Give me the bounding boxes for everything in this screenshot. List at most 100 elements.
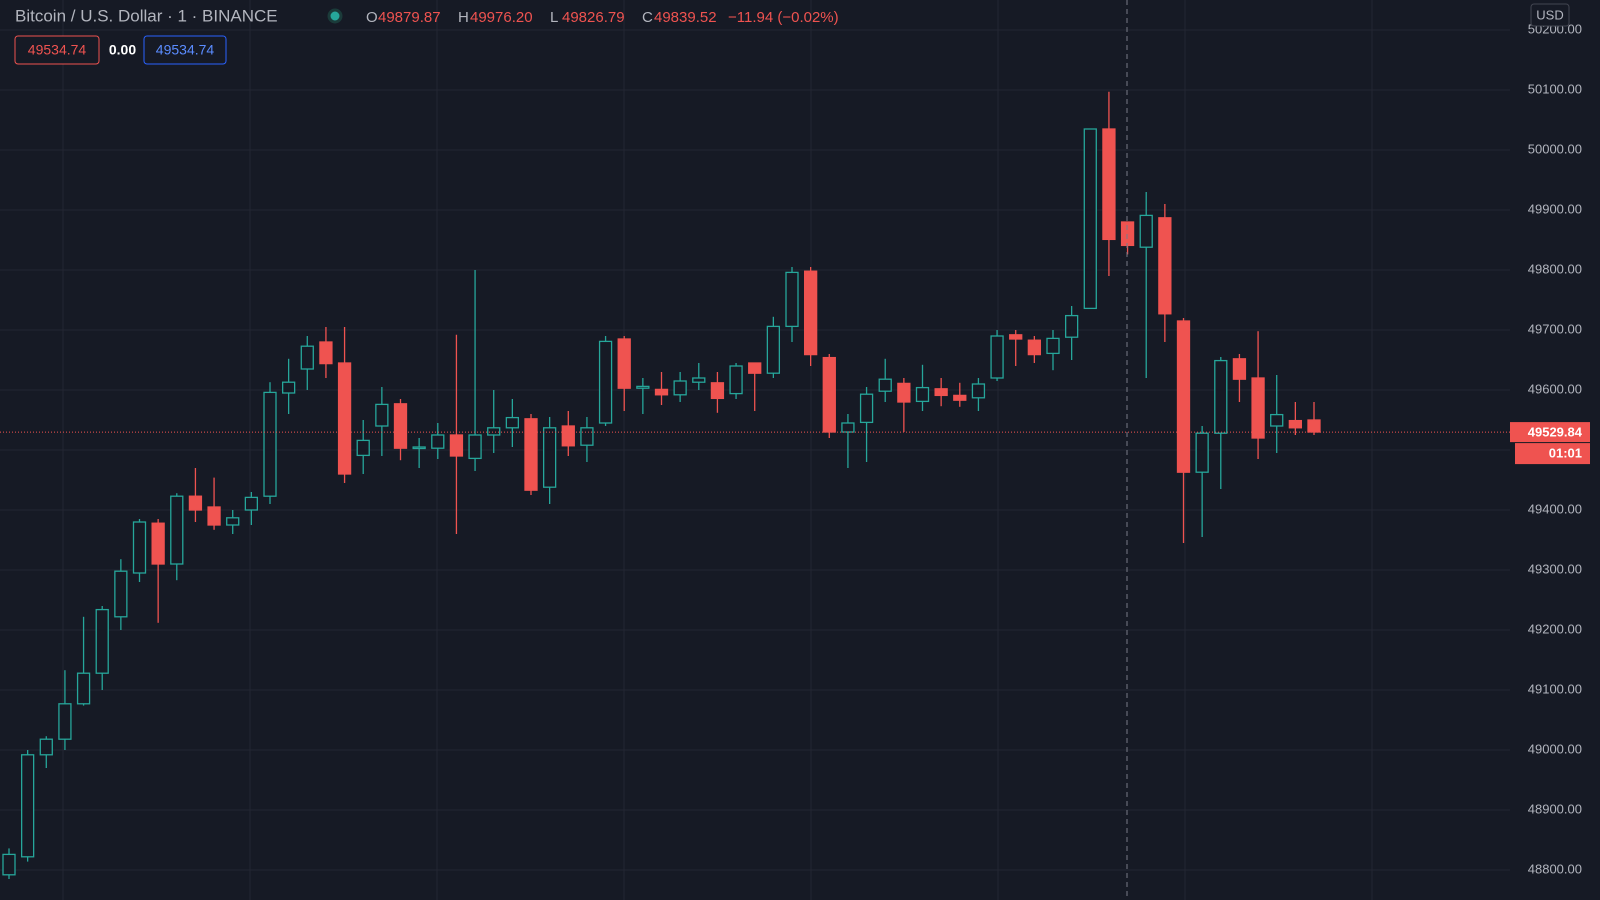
candle-body <box>487 427 501 436</box>
candle-body <box>1251 377 1265 439</box>
countdown-label: 01:01 <box>1549 446 1582 461</box>
candle-body <box>524 418 538 491</box>
candle-body <box>1064 314 1079 338</box>
candle-body <box>337 362 352 475</box>
candle-body <box>542 427 557 488</box>
input-value[interactable]: 49534.74 <box>28 42 87 58</box>
ohlc-key: H <box>458 9 469 26</box>
candle-body <box>1102 128 1116 241</box>
countdown-bg <box>1515 443 1590 465</box>
input-box <box>143 35 227 65</box>
candle-body <box>1176 320 1191 473</box>
candle-body <box>841 422 855 433</box>
candle-body <box>375 403 389 427</box>
y-tick-label: 49000.00 <box>1528 741 1582 756</box>
candle-body <box>953 394 967 401</box>
candle-body <box>748 362 762 374</box>
ohlc-key: O <box>366 9 378 26</box>
candle-body <box>1307 419 1321 433</box>
candle-body <box>188 495 203 511</box>
candle-body <box>673 380 687 396</box>
candle-body <box>692 377 706 383</box>
candle-body <box>710 382 725 400</box>
candle-body <box>431 434 445 449</box>
grid <box>0 0 1510 900</box>
candle-body <box>468 434 482 460</box>
ohlc-value: 49826.79 <box>562 9 625 26</box>
candles <box>0 0 1510 900</box>
candle-body <box>803 270 818 356</box>
candle-body <box>897 382 911 403</box>
candle-body <box>300 345 314 370</box>
candle-body <box>505 416 520 429</box>
candle-body <box>1027 339 1042 356</box>
candle-body <box>1046 337 1060 355</box>
candle-body <box>1214 359 1228 434</box>
candle-body <box>393 403 408 449</box>
y-tick-label: 49700.00 <box>1528 321 1582 336</box>
candle-body <box>617 338 631 389</box>
ohlc-key: C <box>642 9 653 26</box>
y-tick-label: 50000.00 <box>1528 141 1582 156</box>
candle-body <box>207 506 221 526</box>
ohlc-value: 49879.87 <box>378 9 441 26</box>
candle-body <box>39 738 53 756</box>
candle-body <box>76 672 91 705</box>
candle-body <box>598 340 613 424</box>
currency: USD <box>1536 7 1563 22</box>
candle-body <box>561 425 575 447</box>
ohlc-key: L <box>550 9 558 26</box>
input-value[interactable]: 0.00 <box>109 42 136 58</box>
change: −11.94 (−0.02%) <box>728 9 839 26</box>
y-tick-label: 49200.00 <box>1528 621 1582 636</box>
candle-body <box>132 521 147 574</box>
candle-body <box>226 517 240 526</box>
candle-body <box>1195 432 1209 473</box>
status-dot <box>327 8 343 24</box>
symbol-title: Bitcoin / U.S. Dollar · 1 · BINANCE <box>15 6 278 25</box>
candle-body <box>244 496 259 511</box>
candle-body <box>878 378 892 392</box>
y-tick-label: 49300.00 <box>1528 561 1582 576</box>
candle-body <box>58 703 72 740</box>
candle-body <box>95 608 109 674</box>
candle-body <box>729 365 743 395</box>
candle-body <box>822 356 836 433</box>
candle-body <box>636 385 650 389</box>
candle-body <box>654 388 669 396</box>
y-tick-label: 48900.00 <box>1528 801 1582 816</box>
candle-body <box>449 434 464 457</box>
candle-body <box>580 427 594 446</box>
y-tick-label: 49400.00 <box>1528 501 1582 516</box>
candle-body <box>1083 128 1097 310</box>
currency-box <box>1530 3 1570 27</box>
input-box <box>14 35 100 65</box>
candle-body <box>1288 419 1303 429</box>
ohlc-value: 49976.20 <box>470 9 533 26</box>
candle-body <box>859 393 874 424</box>
y-tick-label: 49100.00 <box>1528 681 1582 696</box>
candle-body <box>20 754 35 858</box>
candle-body <box>990 335 1004 379</box>
candle-body <box>151 522 165 565</box>
input-value[interactable]: 49534.74 <box>156 42 215 58</box>
candle-body <box>766 325 781 374</box>
price-axis: 48800.00 48900.00 49000.00 49100.00 49200.00… <box>1510 21 1590 876</box>
candle-body <box>971 383 986 399</box>
candle-body <box>915 386 930 403</box>
price-tag-bg <box>1510 422 1590 443</box>
candle-body <box>412 446 426 450</box>
y-tick-label: 49600.00 <box>1528 381 1582 396</box>
candle-body <box>1232 358 1247 380</box>
candle-body <box>2 853 16 876</box>
candle-body <box>1139 214 1153 248</box>
candle-body <box>170 495 184 565</box>
candle-body <box>1120 221 1135 247</box>
candle-body <box>114 570 128 618</box>
candle-body <box>785 271 799 328</box>
candle-body <box>1158 217 1172 315</box>
candle-body <box>356 439 370 457</box>
candle-body <box>1270 413 1284 427</box>
